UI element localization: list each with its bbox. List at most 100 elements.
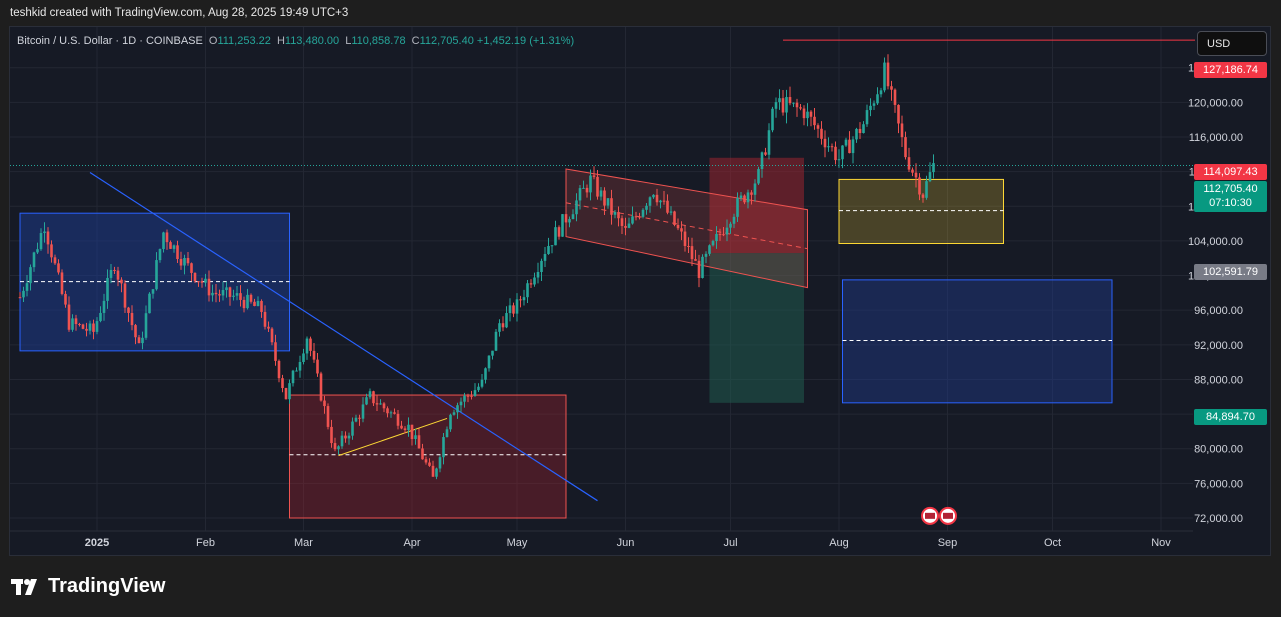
candle-body xyxy=(578,188,582,201)
candle-body xyxy=(407,424,410,430)
candle-body xyxy=(743,195,746,203)
candle-body xyxy=(603,190,606,206)
x-axis-tick-label: Nov xyxy=(1151,537,1171,549)
currency-button[interactable]: USD xyxy=(1197,31,1267,56)
candle-body xyxy=(638,216,641,218)
symbol-legend: Bitcoin / U.S. Dollar · 1D · COINBASE O1… xyxy=(17,35,574,47)
candle-body xyxy=(235,293,239,296)
candle-body xyxy=(130,312,134,326)
candle-body xyxy=(249,294,253,302)
symbol-name: Bitcoin / U.S. Dollar · 1D · COINBASE xyxy=(17,35,203,47)
candle-body xyxy=(473,390,477,396)
candle-body xyxy=(613,212,617,215)
candle-body xyxy=(435,468,438,477)
candle-body xyxy=(907,157,911,170)
candle-body xyxy=(372,391,375,404)
candle-body xyxy=(515,299,519,314)
candle-body xyxy=(277,360,281,379)
candle-body xyxy=(550,245,554,247)
tradingview-logo-icon xyxy=(11,578,37,595)
candle-body xyxy=(596,176,599,197)
candle-body xyxy=(71,318,74,330)
candle-body xyxy=(823,138,827,148)
candle-body xyxy=(263,311,267,327)
candle-body xyxy=(354,417,358,422)
candle-body xyxy=(323,400,326,407)
candle-body xyxy=(158,249,162,261)
candle-body xyxy=(295,370,298,372)
candle-body xyxy=(571,214,575,220)
y-axis-tick-label: 72,000.00 xyxy=(1194,513,1243,525)
candle-body xyxy=(319,373,323,401)
candle-body xyxy=(757,169,760,184)
candle-body xyxy=(802,108,806,119)
candle-body xyxy=(148,293,151,314)
candle-body xyxy=(683,231,687,246)
candle-body xyxy=(85,328,88,331)
high-label: H xyxy=(276,35,285,47)
candle-body xyxy=(218,294,221,296)
candle-body xyxy=(708,245,711,254)
price-chart[interactable]: 72,000.0076,000.0080,000.0084,000.0088,0… xyxy=(10,27,1270,555)
candle-body xyxy=(508,305,512,314)
y-axis-tick-label: 80,000.00 xyxy=(1194,444,1243,456)
high-value: 113,480.00 xyxy=(284,35,340,47)
candle-body xyxy=(225,287,228,291)
candle-body xyxy=(900,123,904,138)
x-axis-tick-label: Jul xyxy=(723,537,737,549)
candle-body xyxy=(557,227,561,237)
candle-body xyxy=(809,111,813,117)
candle-body xyxy=(274,342,277,361)
candle-body xyxy=(568,219,571,223)
candle-body xyxy=(358,417,361,419)
candle-body xyxy=(582,187,585,189)
candle-body xyxy=(736,197,739,217)
candle-body xyxy=(242,299,246,309)
candle-body xyxy=(792,102,795,104)
candle-body xyxy=(421,448,424,460)
low-label: L xyxy=(345,35,352,47)
candle-body xyxy=(876,94,879,104)
candle-body xyxy=(137,337,141,344)
candle-body xyxy=(519,299,522,301)
candle-body xyxy=(200,281,204,283)
x-axis-tick-label: Sep xyxy=(938,537,958,549)
candle-body xyxy=(830,146,834,148)
candle-body xyxy=(123,283,127,308)
candle-body xyxy=(116,270,120,280)
candle-body xyxy=(799,107,802,109)
candle-body xyxy=(634,216,638,218)
candle-body xyxy=(781,98,785,113)
candle-body xyxy=(928,172,932,182)
candle-body xyxy=(669,211,673,213)
candle-body xyxy=(648,197,652,206)
candle-body xyxy=(795,102,799,108)
candle-body xyxy=(22,290,25,298)
candle-body xyxy=(662,200,666,202)
candle-body xyxy=(379,403,382,405)
candle-body xyxy=(284,388,288,400)
candle-body xyxy=(806,111,809,119)
candle-body xyxy=(46,231,50,245)
candle-body xyxy=(78,324,81,326)
candle-body xyxy=(491,350,494,356)
candle-body xyxy=(64,293,67,305)
x-axis-tick-label: Apr xyxy=(403,537,420,549)
candle-body xyxy=(620,218,624,226)
candle-body xyxy=(57,263,60,273)
candle-body xyxy=(617,212,620,219)
candle-body xyxy=(431,465,435,477)
candle-body xyxy=(361,404,365,419)
candle-body xyxy=(564,214,568,223)
chart-panel[interactable]: 72,000.0076,000.0080,000.0084,000.0088,0… xyxy=(9,26,1271,556)
candle-body xyxy=(417,435,421,449)
candle-body xyxy=(904,137,907,158)
blue-target-box xyxy=(842,279,1113,404)
candle-body xyxy=(711,241,715,246)
candle-body xyxy=(403,428,407,430)
logo-text: TradingView xyxy=(48,575,166,597)
candle-body xyxy=(652,194,655,198)
candle-body xyxy=(396,413,400,426)
candle-body xyxy=(172,245,176,249)
candle-body xyxy=(393,412,396,414)
